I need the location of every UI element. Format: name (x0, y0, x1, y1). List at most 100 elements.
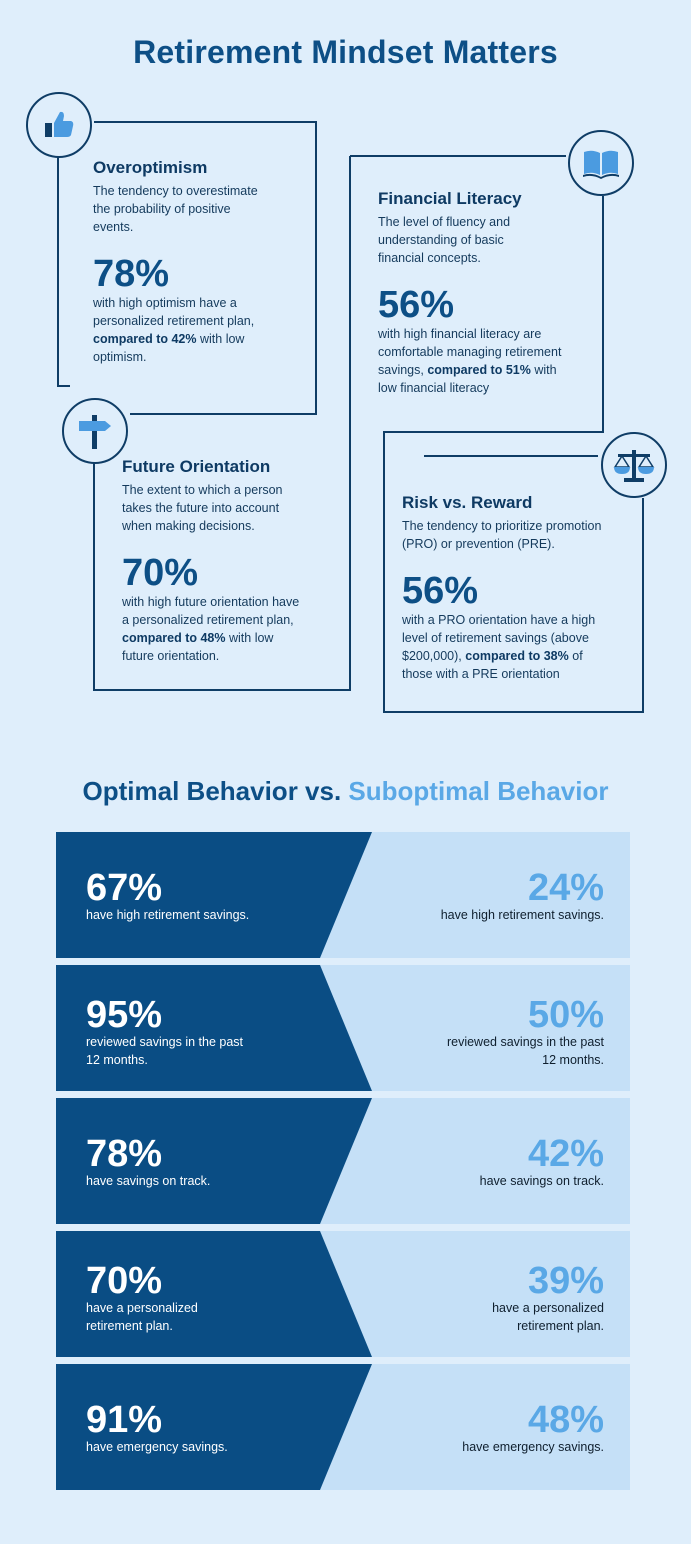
optimal-text: have high retirement savings. (86, 906, 286, 924)
desc-line: when making decisions. (122, 519, 255, 533)
card-stat: 78% (93, 253, 170, 295)
stat-bold: compared to 42% (93, 332, 197, 346)
card-heading: Risk vs. Reward (402, 493, 533, 512)
stat-line: with high future orientation have (122, 595, 300, 609)
suboptimal-stat: 48% (527, 1399, 604, 1441)
stat-bold: compared to 38% (465, 649, 569, 663)
suboptimal-stat: 50% (527, 994, 604, 1036)
text-line: have savings on track. (479, 1174, 604, 1188)
stat-line: low financial literacy (378, 381, 490, 395)
optimal-text: have savings on track. (86, 1172, 286, 1190)
card-stat: 70% (122, 552, 199, 594)
row-background (56, 1231, 372, 1357)
stat-rest: with (530, 363, 557, 377)
row-background (56, 965, 372, 1091)
suboptimal-text: have high retirement savings. (404, 906, 604, 924)
behavior-row: 78% have savings on track. 42% have savi… (56, 1098, 630, 1224)
behavior-section-title: Optimal Behavior vs. Suboptimal Behavior (0, 776, 691, 807)
text-line: have savings on track. (86, 1174, 211, 1188)
row-background (56, 1364, 372, 1490)
card-stat: 56% (402, 570, 479, 612)
scales-icon (601, 432, 667, 498)
stat-pre: $200,000), (402, 649, 466, 663)
stat-line: compared to 48% with low (122, 629, 342, 647)
page-title: Retirement Mindset Matters (133, 34, 558, 70)
stat-bold: compared to 48% (122, 631, 226, 645)
behavior-row: 70% have a personalized retirement plan.… (56, 1231, 630, 1357)
optimal-text: have emergency savings. (86, 1438, 286, 1456)
stat-bold: compared to 51% (427, 363, 531, 377)
text-line: have emergency savings. (462, 1440, 604, 1454)
card-heading: Overoptimism (93, 158, 208, 177)
card-stat-text: with high future orientation have a pers… (122, 593, 342, 665)
stat-rest: of (568, 649, 583, 663)
text-line: have emergency savings. (86, 1440, 228, 1454)
text-line: have high retirement savings. (440, 908, 604, 922)
card-overoptimism: Overoptimism The tendency to overestimat… (93, 158, 308, 366)
stat-line: future orientation. (122, 649, 220, 663)
card-future-orientation: Future Orientation The extent to which a… (122, 457, 342, 665)
card-stat-text: with high financial literacy are comfort… (378, 325, 598, 397)
card-stat-text: with a PRO orientation have a high level… (402, 611, 637, 683)
optimal-stat: 95% (86, 994, 163, 1036)
card-heading: Future Orientation (122, 457, 271, 476)
optimal-stat: 91% (86, 1399, 163, 1441)
text-line: have a personalized (86, 1301, 198, 1315)
stat-line: with high optimism have a (93, 296, 237, 310)
desc-line: the probability of positive (93, 202, 231, 216)
optimal-stat: 78% (86, 1133, 163, 1175)
text-line: have a personalized (492, 1301, 604, 1315)
stat-line: those with a PRE orientation (402, 667, 560, 681)
optimal-stat: 70% (86, 1260, 163, 1302)
stat-pre: savings, (378, 363, 428, 377)
card-description: The level of fluency and understanding o… (378, 213, 598, 267)
optimal-text: reviewed savings in the past 12 months. (86, 1033, 286, 1069)
text-line: have high retirement savings. (86, 908, 250, 922)
card-risk-vs-reward: Risk vs. Reward The tendency to prioriti… (402, 493, 637, 683)
suboptimal-stat: 39% (527, 1260, 604, 1302)
desc-line: The level of fluency and (378, 215, 511, 229)
text-line: retirement plan. (86, 1319, 173, 1333)
title-optimal: Optimal Behavior vs. (82, 776, 342, 806)
stat-line: comfortable managing retirement (378, 345, 562, 359)
desc-line: financial concepts. (378, 251, 481, 265)
row-background (56, 832, 372, 958)
thumbs-up-icon (26, 92, 92, 158)
behavior-row: 95% reviewed savings in the past 12 mont… (56, 965, 630, 1091)
text-line: 12 months. (542, 1053, 604, 1067)
book-icon (568, 130, 634, 196)
card-stat: 56% (378, 284, 455, 326)
card-description: The tendency to prioritize promotion (PR… (402, 517, 637, 553)
desc-line: The extent to which a person (122, 483, 283, 497)
suboptimal-text: have savings on track. (404, 1172, 604, 1190)
text-line: retirement plan. (517, 1319, 604, 1333)
optimal-stat: 67% (86, 867, 163, 909)
stat-line: a personalized retirement plan, (122, 613, 294, 627)
desc-line: The tendency to prioritize promotion (402, 519, 602, 533)
row-background (56, 1098, 372, 1224)
text-line: reviewed savings in the past (446, 1035, 604, 1049)
optimal-text: have a personalized retirement plan. (86, 1299, 286, 1335)
card-stat-text: with high optimism have a personalized r… (93, 294, 308, 366)
card-description: The tendency to overestimate the probabi… (93, 182, 308, 236)
stat-line: level of retirement savings (above (402, 631, 589, 645)
desc-line: understanding of basic (378, 233, 504, 247)
desc-line: (PRO) or prevention (PRE). (402, 537, 555, 551)
stat-line: $200,000), compared to 38% of (402, 647, 637, 665)
text-line: reviewed savings in the past (86, 1035, 244, 1049)
suboptimal-stat: 24% (527, 867, 604, 909)
desc-line: takes the future into account (122, 501, 280, 515)
stat-line: personalized retirement plan, (93, 314, 255, 328)
stat-rest: with low (196, 332, 245, 346)
card-description: The extent to which a person takes the f… (122, 481, 342, 535)
stat-line: savings, compared to 51% with (378, 361, 598, 379)
suboptimal-text: have a personalized retirement plan. (404, 1299, 604, 1335)
title-suboptimal: Suboptimal Behavior (348, 776, 609, 806)
suboptimal-text: reviewed savings in the past 12 months. (404, 1033, 604, 1069)
desc-line: events. (93, 220, 134, 234)
desc-line: The tendency to overestimate (93, 184, 258, 198)
stat-rest: with low (225, 631, 274, 645)
suboptimal-text: have emergency savings. (404, 1438, 604, 1456)
suboptimal-stat: 42% (527, 1133, 604, 1175)
card-heading: Financial Literacy (378, 189, 522, 208)
